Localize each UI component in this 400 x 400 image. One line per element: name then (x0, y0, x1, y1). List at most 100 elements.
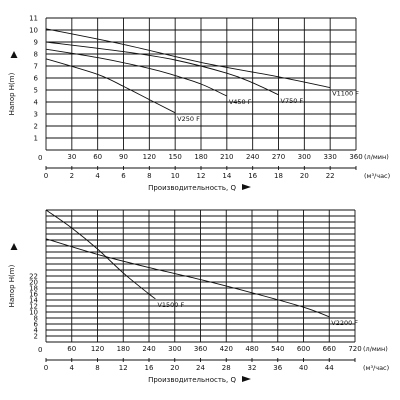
y-axis-arrow (10, 243, 18, 250)
x-m3h-tick-label: 4 (95, 172, 100, 180)
x-m3h-tick-label: 22 (326, 172, 335, 180)
y-tick-label-zero: 0 (38, 154, 42, 162)
x-lpm-tick-label: 240 (246, 153, 259, 161)
series-label-v1500-f: V1500 F (157, 301, 184, 309)
x-m3h-tick-label: 12 (119, 364, 128, 372)
y-tick-label: 11 (29, 15, 38, 23)
x-m3h-unit: (м³/час) (363, 364, 389, 372)
x-axis-label: Производительность, Q (148, 376, 236, 384)
x-lpm-tick-label: 660 (323, 345, 336, 353)
x-m3h-unit: (м³/час) (364, 172, 390, 180)
series-label-v750-f: V750 F (281, 97, 304, 105)
x-lpm-tick-label: 480 (245, 345, 258, 353)
y-tick-label: 18 (29, 285, 38, 293)
x-m3h-tick-label: 24 (196, 364, 205, 372)
x-lpm-tick-label: 600 (297, 345, 310, 353)
y-tick-label: 3 (34, 111, 38, 119)
y-tick-label: 2 (34, 123, 38, 131)
x-lpm-tick-label: 210 (220, 153, 233, 161)
y-tick-label: 12 (29, 303, 38, 311)
y-tick-label: 10 (29, 309, 38, 317)
series-line-v1100-f (45, 28, 331, 89)
series-line-v450-f (45, 48, 227, 97)
x-lpm-tick-label: 540 (271, 345, 284, 353)
x-lpm-tick-label: 720 (348, 345, 361, 353)
y-tick-label: 4 (34, 327, 39, 335)
x-axis-arrow (242, 184, 251, 190)
x-m3h-tick-label: 20 (170, 364, 179, 372)
y-tick-label: 8 (34, 315, 38, 323)
series-label-v250-f: V250 F (177, 115, 200, 123)
y-tick-label: 16 (29, 291, 38, 299)
x-lpm-tick-label: 270 (272, 153, 285, 161)
y-tick-label: 9 (34, 39, 38, 47)
x-m3h-tick-label: 12 (197, 172, 206, 180)
x-lpm-tick-label: 360 (194, 345, 207, 353)
x-m3h-tick-label: 2 (70, 172, 74, 180)
y-axis-arrow (10, 51, 18, 58)
x-lpm-tick-label: 60 (93, 153, 102, 161)
y-axis-label: Напор H(m) (8, 264, 16, 307)
x-lpm-tick-label: 300 (168, 345, 181, 353)
y-axis-label: Напор H(m) (8, 72, 16, 115)
y-tick-label: 1 (34, 135, 38, 143)
x-m3h-tick-label: 0 (44, 364, 48, 372)
series-line-v2200-f (45, 238, 330, 318)
y-tick-label: 5 (34, 87, 38, 95)
x-m3h-tick-label: 36 (273, 364, 282, 372)
x-lpm-tick-label: 180 (194, 153, 207, 161)
x-m3h-tick-label: 16 (145, 364, 154, 372)
y-tick-label: 7 (34, 63, 38, 71)
y-tick-label: 2 (34, 333, 38, 341)
y-tick-label: 14 (29, 297, 38, 305)
y-tick-label: 10 (29, 27, 38, 35)
x-m3h-tick-label: 8 (147, 172, 151, 180)
x-lpm-unit: (л/мин) (364, 153, 389, 161)
x-lpm-tick-label: 150 (168, 153, 181, 161)
y-tick-label: 4 (34, 99, 39, 107)
y-tick-label: 6 (34, 75, 39, 83)
x-m3h-tick-label: 4 (70, 364, 75, 372)
x-m3h-tick-label: 8 (95, 364, 99, 372)
x-m3h-tick-label: 20 (300, 172, 309, 180)
series-line-v250-f (45, 58, 176, 114)
y-tick-label: 20 (29, 279, 38, 287)
x-m3h-tick-label: 6 (121, 172, 126, 180)
x-m3h-tick-label: 28 (222, 364, 231, 372)
x-lpm-tick-label: 240 (142, 345, 155, 353)
x-lpm-tick-label: 360 (349, 153, 362, 161)
x-m3h-tick-label: 32 (248, 364, 257, 372)
series-line-v1500-f (45, 209, 156, 300)
x-axis-label: Производительность, Q (148, 184, 236, 192)
y-tick-label: 22 (29, 273, 38, 281)
y-tick-label: 6 (34, 321, 39, 329)
x-m3h-tick-label: 44 (325, 364, 334, 372)
x-lpm-tick-label: 180 (117, 345, 130, 353)
x-lpm-tick-label: 300 (298, 153, 311, 161)
x-lpm-tick-label: 90 (119, 153, 128, 161)
y-tick-label-zero: 0 (38, 346, 42, 354)
x-lpm-tick-label: 330 (323, 153, 336, 161)
series-label-v2200-f: V2200 F (331, 319, 358, 327)
y-tick-label: 8 (34, 51, 38, 59)
x-lpm-tick-label: 30 (67, 153, 76, 161)
x-lpm-unit: (л/мин) (363, 345, 388, 353)
series-label-v450-f: V450 F (229, 98, 252, 106)
x-m3h-tick-label: 14 (222, 172, 231, 180)
x-m3h-tick-label: 40 (299, 364, 308, 372)
x-lpm-tick-label: 120 (143, 153, 156, 161)
x-lpm-tick-label: 120 (91, 345, 104, 353)
x-m3h-tick-label: 18 (274, 172, 283, 180)
x-m3h-tick-label: 16 (248, 172, 257, 180)
x-lpm-tick-label: 420 (220, 345, 233, 353)
x-m3h-tick-label: 0 (44, 172, 48, 180)
x-lpm-tick-label: 60 (67, 345, 76, 353)
series-line-v750-f (45, 41, 279, 96)
x-axis-arrow (242, 376, 251, 382)
series-label-v1100-f: V1100 F (332, 90, 359, 98)
x-m3h-tick-label: 10 (171, 172, 180, 180)
